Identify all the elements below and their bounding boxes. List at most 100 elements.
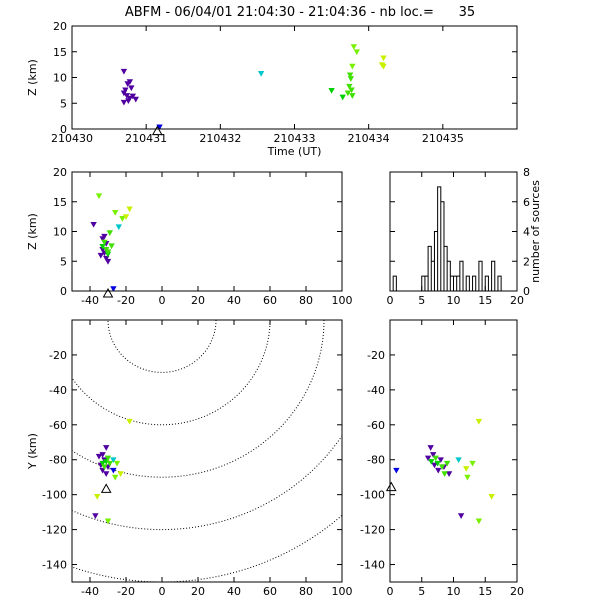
data-point [445, 471, 453, 478]
y-tick-label: 6 [523, 196, 530, 209]
y-tick-label: -20 [367, 349, 385, 362]
data-point [347, 76, 355, 82]
data-point [350, 44, 358, 50]
data-point [110, 467, 117, 474]
data-point [110, 457, 117, 464]
x-tick-label: 15 [478, 585, 492, 598]
y-tick-label: 10 [53, 226, 67, 239]
data-point [257, 70, 265, 77]
data-point [97, 252, 104, 259]
data-point [455, 457, 462, 464]
data-point [435, 467, 442, 474]
x-tick-label: 80 [299, 585, 313, 598]
data-point [104, 455, 112, 462]
x-tick-label: 210431 [125, 132, 167, 145]
x-tick-label: 210430 [51, 132, 93, 145]
data-point [432, 455, 439, 462]
x-tick-label: 5 [418, 294, 425, 307]
figure-title: ABFM - 06/04/01 21:04:30 - 21:04:36 - nb… [125, 5, 475, 20]
x-tick-label: 20 [191, 294, 205, 307]
data-point [380, 55, 387, 62]
y-axis-label: Y (km) [26, 433, 39, 470]
data-point [95, 453, 103, 460]
data-point [99, 243, 106, 250]
panel-x-height: -40 -20 0 20 40 60 80 100 0 5 10 15 20 Z (km) [26, 166, 353, 307]
x-tick-label: 0 [159, 294, 166, 307]
data-point [128, 85, 135, 92]
data-point [99, 460, 106, 467]
data-point [119, 216, 126, 222]
axes-frame [389, 171, 518, 292]
y-axis-label: Z (km) [26, 59, 39, 96]
x-tick-label: 210433 [274, 132, 316, 145]
data-point [110, 286, 117, 291]
data-point [424, 455, 432, 462]
data-point [380, 63, 387, 70]
x-axis-label: Z (km) [435, 598, 472, 600]
y-tick-label: -80 [49, 454, 67, 467]
y-tick-label: 8 [523, 166, 530, 179]
x-tick-label: 210435 [422, 132, 464, 145]
data-point [349, 93, 356, 99]
data-point [101, 239, 108, 246]
data-point [125, 98, 132, 104]
data-point [469, 460, 476, 467]
panel-z-y: 0 5 10 15 20 -140 -120 -100 -80 -60 -40 -20 Z (km) [360, 319, 524, 600]
data-point [95, 193, 103, 200]
y-axis-label-right: number of sources [529, 180, 542, 283]
data-point [117, 471, 124, 478]
data-point [101, 233, 108, 240]
y-tick-label: -140 [42, 559, 67, 572]
data-point [393, 467, 400, 474]
data-point [346, 83, 353, 90]
data-point [106, 230, 113, 237]
y-tick-label: 2 [523, 255, 530, 268]
x-tick-label: 40 [227, 585, 241, 598]
y-tick-label: 0 [60, 285, 67, 298]
data-point [103, 445, 110, 451]
y-tick-label: 20 [53, 20, 67, 33]
data-point [122, 87, 129, 94]
data-point [104, 464, 112, 471]
y-tick-label: -60 [367, 419, 385, 432]
x-tick-label: 20 [510, 585, 524, 598]
y-tick-label: 4 [523, 226, 530, 239]
data-point [463, 466, 470, 472]
data-point [488, 494, 495, 500]
data-point [112, 210, 119, 216]
data-point [464, 474, 471, 481]
x-tick-label: 0 [387, 585, 394, 598]
y-tick-label: -100 [42, 489, 67, 502]
data-point [115, 224, 122, 231]
station-marker [102, 287, 114, 298]
panel-time-height: 210430 210431 210432 210433 210434 210435 0 5 10… [26, 20, 518, 158]
data-point [443, 460, 451, 467]
data-point [108, 243, 115, 250]
data-point [438, 464, 446, 471]
y-tick-label: -60 [49, 419, 67, 432]
y-tick-label: -40 [49, 384, 67, 397]
data-point [427, 445, 434, 451]
data-point [113, 460, 121, 467]
y-tick-label: 5 [60, 255, 67, 268]
data-point [132, 96, 139, 103]
y-tick-label: -120 [360, 524, 385, 537]
x-tick-label: 100 [332, 585, 353, 598]
y-tick-label: -80 [367, 454, 385, 467]
x-axis-label: Time (UT) [267, 145, 322, 158]
data-point [120, 68, 128, 75]
data-point [104, 258, 112, 265]
y-tick-label: 20 [53, 166, 67, 179]
data-point [346, 72, 354, 79]
x-tick-label: 210434 [348, 132, 390, 145]
data-point [94, 494, 101, 500]
x-tick-label: 5 [418, 585, 425, 598]
data-point [104, 249, 112, 256]
data-point [348, 87, 355, 94]
x-tick-label: 0 [387, 294, 394, 307]
data-point [129, 93, 136, 100]
station-marker [385, 481, 397, 492]
data-point [475, 418, 483, 425]
axes-frame [71, 171, 343, 292]
